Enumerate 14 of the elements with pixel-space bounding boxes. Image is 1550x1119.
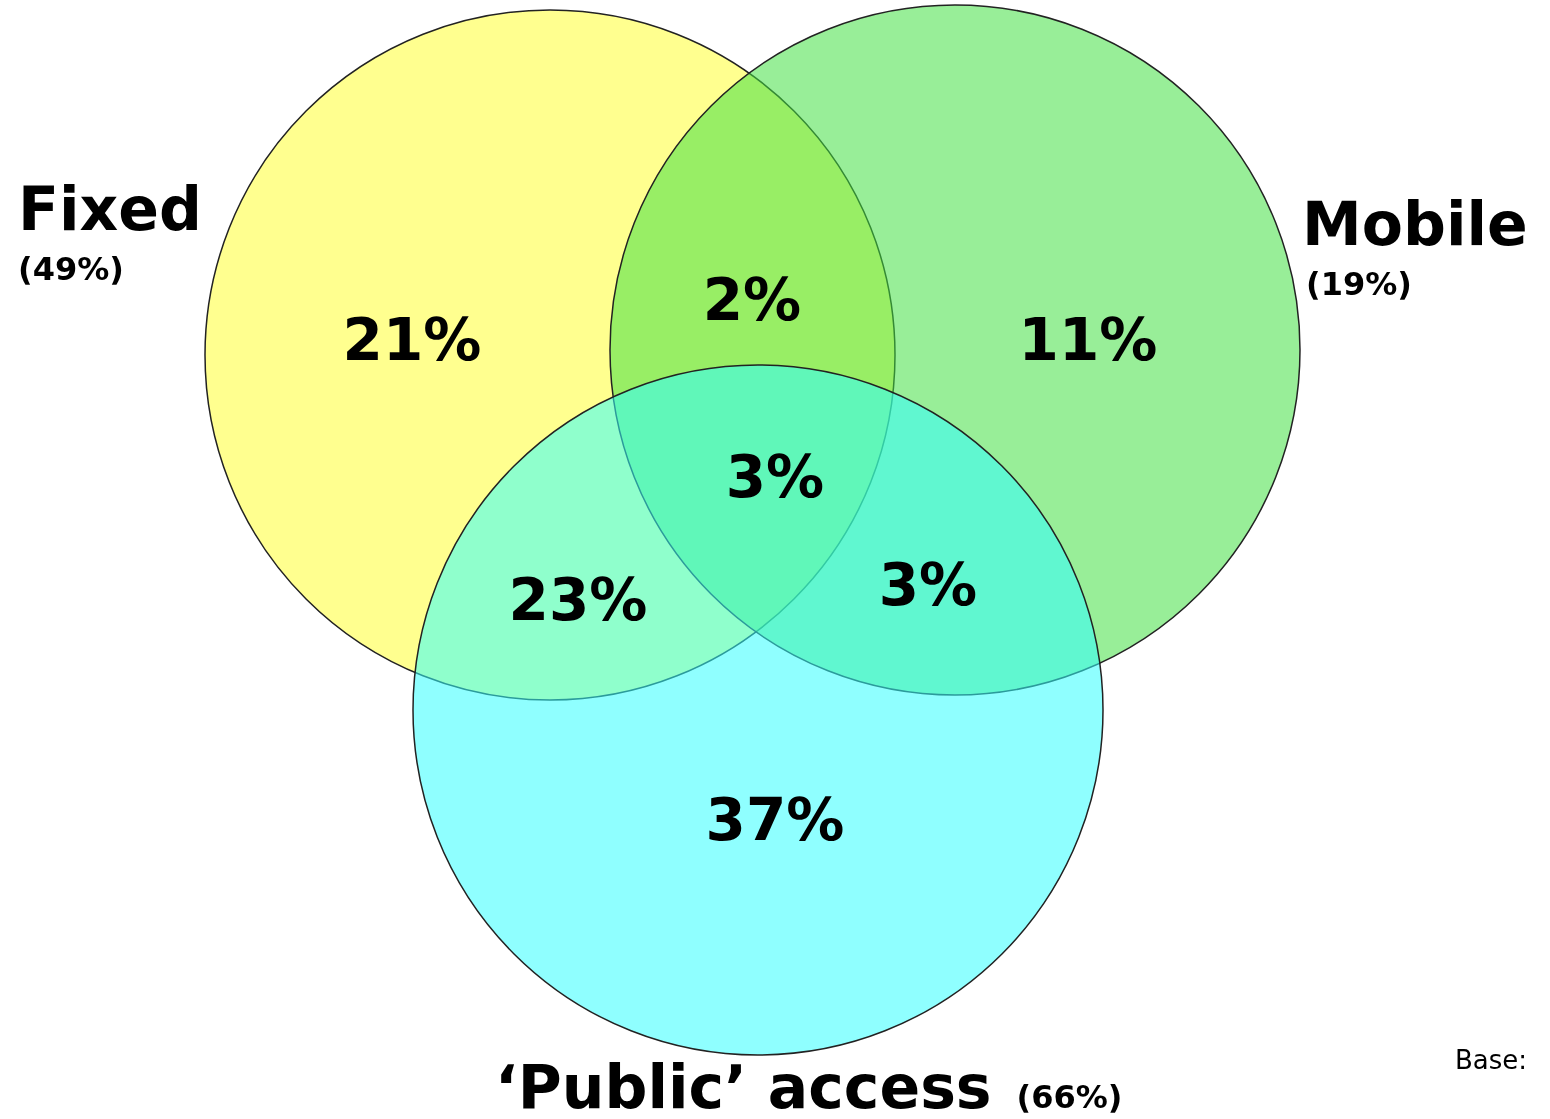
data-label: (49%) bbox=[18, 250, 124, 288]
data-label: (19%) bbox=[1306, 265, 1412, 303]
text: 23% bbox=[508, 566, 648, 635]
category-label: ‘Public’ access bbox=[495, 1052, 992, 1119]
text: Base: bbox=[1455, 1044, 1528, 1075]
text: 2% bbox=[702, 266, 802, 335]
text: 21% bbox=[342, 306, 482, 375]
text: 3% bbox=[878, 551, 978, 620]
category-label: Mobile bbox=[1302, 189, 1528, 259]
text: 37% bbox=[705, 786, 845, 855]
category-label: Fixed bbox=[18, 174, 202, 244]
text: 11% bbox=[1018, 306, 1158, 375]
text: 3% bbox=[725, 443, 825, 512]
data-label: (66%) bbox=[1016, 1078, 1123, 1116]
